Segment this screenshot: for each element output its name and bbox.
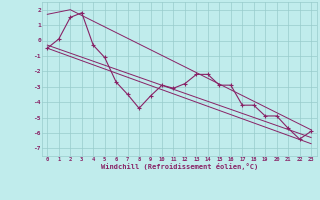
X-axis label: Windchill (Refroidissement éolien,°C): Windchill (Refroidissement éolien,°C)	[100, 163, 258, 170]
